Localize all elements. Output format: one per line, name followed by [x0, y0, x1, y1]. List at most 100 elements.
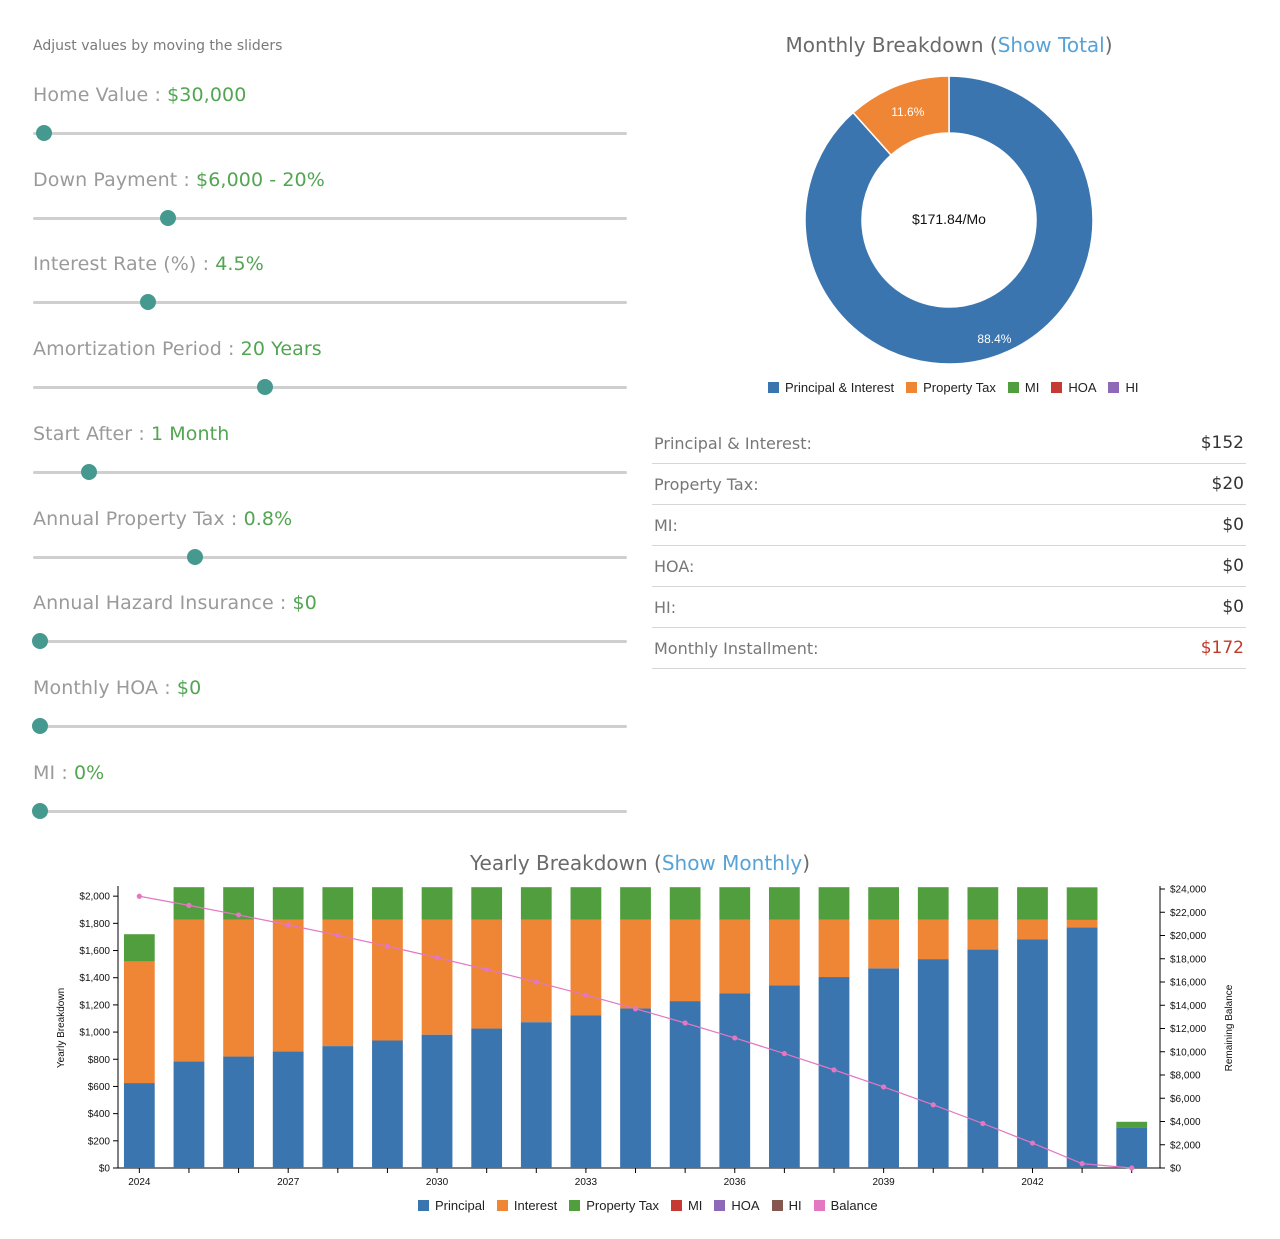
yearly-legend-item[interactable]: Interest	[496, 1198, 557, 1213]
bar-interest[interactable]	[967, 919, 999, 950]
bar-property-tax[interactable]	[570, 887, 602, 920]
balance-point[interactable]	[980, 1120, 986, 1127]
donut-slice-principal-interest[interactable]	[804, 75, 1094, 365]
bar-principal[interactable]	[223, 1056, 254, 1168]
bar-interest[interactable]	[868, 919, 900, 969]
balance-point[interactable]	[1129, 1165, 1135, 1171]
bar-interest[interactable]	[669, 919, 701, 1002]
balance-point[interactable]	[682, 1020, 688, 1026]
bar-property-tax[interactable]	[471, 887, 503, 920]
yearly-legend-item[interactable]: MI	[670, 1198, 702, 1213]
slider-track[interactable]	[33, 555, 627, 559]
balance-point[interactable]	[186, 902, 192, 908]
slider-thumb[interactable]	[32, 717, 49, 734]
bar-principal[interactable]	[520, 1022, 552, 1168]
bar-property-tax[interactable]	[520, 887, 552, 920]
balance-point[interactable]	[732, 1035, 738, 1041]
bar-principal[interactable]	[123, 1083, 155, 1168]
slider-track[interactable]	[33, 301, 627, 305]
bar-interest[interactable]	[123, 961, 155, 1084]
bar-interest[interactable]	[520, 919, 552, 1023]
slider-track[interactable]	[33, 470, 627, 474]
monthly-legend-item[interactable]: HOA	[1051, 380, 1096, 395]
slider-thumb[interactable]	[32, 802, 49, 819]
bar-property-tax[interactable]	[868, 887, 900, 920]
slider-thumb[interactable]	[35, 125, 52, 141]
bar-principal[interactable]	[421, 1034, 453, 1168]
slider-track[interactable]	[33, 809, 627, 813]
bar-property-tax[interactable]	[669, 887, 701, 920]
slider-thumb[interactable]	[256, 379, 273, 396]
bar-property-tax[interactable]	[1116, 1121, 1148, 1128]
bar-principal[interactable]	[471, 1028, 503, 1168]
slider-thumb[interactable]	[186, 548, 203, 565]
balance-point[interactable]	[632, 1006, 639, 1012]
bar-interest[interactable]	[719, 919, 751, 994]
bar-interest[interactable]	[322, 919, 354, 1047]
balance-point[interactable]	[533, 979, 539, 985]
bar-interest[interactable]	[1066, 919, 1098, 928]
slider-track[interactable]	[33, 640, 627, 644]
bar-interest[interactable]	[917, 919, 949, 960]
yearly-legend-item[interactable]: Principal	[418, 1198, 485, 1213]
bar-property-tax[interactable]	[917, 887, 949, 920]
yearly-legend-item[interactable]: Balance	[813, 1198, 878, 1213]
balance-point[interactable]	[136, 893, 142, 899]
monthly-legend-item[interactable]: HI	[1108, 380, 1138, 395]
bar-property-tax[interactable]	[123, 934, 155, 962]
balance-point[interactable]	[384, 943, 391, 949]
bar-principal[interactable]	[1116, 1127, 1148, 1168]
bar-interest[interactable]	[272, 919, 304, 1052]
slider-thumb[interactable]	[80, 463, 97, 480]
monthly-legend-item[interactable]: Property Tax	[906, 380, 996, 395]
donut-slice-property-tax[interactable]	[852, 75, 950, 157]
show-total-link[interactable]: Show Total	[997, 33, 1105, 57]
bar-property-tax[interactable]	[818, 887, 850, 920]
bar-interest[interactable]	[620, 919, 651, 1009]
bar-property-tax[interactable]	[272, 887, 304, 920]
balance-point[interactable]	[335, 932, 341, 938]
show-monthly-link[interactable]: Show Monthly	[661, 851, 803, 875]
slider-track[interactable]	[33, 386, 627, 390]
bar-principal[interactable]	[818, 977, 850, 1168]
slider-track[interactable]	[33, 724, 627, 728]
bar-principal[interactable]	[1066, 927, 1098, 1168]
bar-principal[interactable]	[272, 1051, 304, 1168]
yearly-legend-item[interactable]: HOA	[714, 1198, 760, 1213]
balance-point[interactable]	[583, 992, 589, 998]
balance-point[interactable]	[1079, 1161, 1085, 1167]
balance-point[interactable]	[930, 1102, 936, 1108]
bar-interest[interactable]	[173, 919, 205, 1062]
balance-point[interactable]	[1029, 1140, 1036, 1146]
slider-track[interactable]	[33, 132, 627, 135]
balance-point[interactable]	[831, 1067, 837, 1073]
slider-track[interactable]	[33, 216, 627, 220]
bar-interest[interactable]	[769, 919, 800, 986]
bar-property-tax[interactable]	[1066, 887, 1098, 920]
bar-principal[interactable]	[719, 993, 751, 1168]
monthly-legend-item[interactable]: MI	[1007, 380, 1039, 395]
bar-property-tax[interactable]	[719, 887, 751, 920]
slider-thumb[interactable]	[32, 633, 49, 650]
yearly-legend-item[interactable]: HI	[771, 1198, 802, 1213]
bar-principal[interactable]	[967, 949, 999, 1168]
bar-property-tax[interactable]	[421, 887, 453, 920]
bar-interest[interactable]	[471, 919, 503, 1029]
bar-interest[interactable]	[421, 919, 453, 1035]
balance-point[interactable]	[781, 1050, 787, 1057]
balance-point[interactable]	[484, 966, 490, 973]
bar-principal[interactable]	[868, 968, 900, 1168]
balance-point[interactable]	[434, 955, 440, 961]
bar-interest[interactable]	[1017, 919, 1048, 940]
bar-property-tax[interactable]	[620, 887, 651, 920]
bar-principal[interactable]	[1017, 939, 1048, 1168]
bar-principal[interactable]	[173, 1061, 205, 1168]
balance-point[interactable]	[285, 922, 291, 928]
bar-principal[interactable]	[322, 1046, 354, 1168]
monthly-legend-item[interactable]: Principal & Interest	[768, 380, 894, 395]
balance-point[interactable]	[235, 912, 242, 918]
bar-principal[interactable]	[372, 1040, 403, 1168]
bar-interest[interactable]	[818, 919, 850, 978]
bar-interest[interactable]	[372, 919, 403, 1041]
yearly-legend-item[interactable]: Property Tax	[569, 1198, 659, 1213]
